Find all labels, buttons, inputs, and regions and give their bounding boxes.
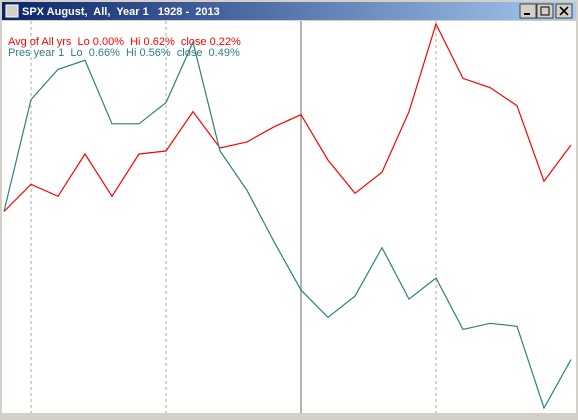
window-title: SPX August, All, Year 1 1928 - 2013: [22, 6, 220, 18]
minimize-button[interactable]: [519, 3, 537, 19]
series-line: [3, 22, 572, 212]
maximize-icon: [540, 6, 550, 16]
close-icon: [559, 6, 569, 16]
legend-entry: Avg of All yrs Lo 0.00% Hi 0.62% close 0…: [8, 36, 241, 48]
app-icon: [5, 4, 19, 18]
lines: Avg of All yrs Lo 0.00% Hi 0.62% close 0…: [3, 22, 572, 410]
plot-area: [2, 21, 576, 413]
legend-entry: Pres year 1 Lo 0.66% Hi 0.56% close 0.49…: [8, 47, 240, 59]
title-bar: [2, 2, 576, 20]
maximize-button[interactable]: [536, 3, 554, 19]
series-line: [3, 40, 572, 410]
window-buttons[interactable]: [519, 3, 573, 19]
